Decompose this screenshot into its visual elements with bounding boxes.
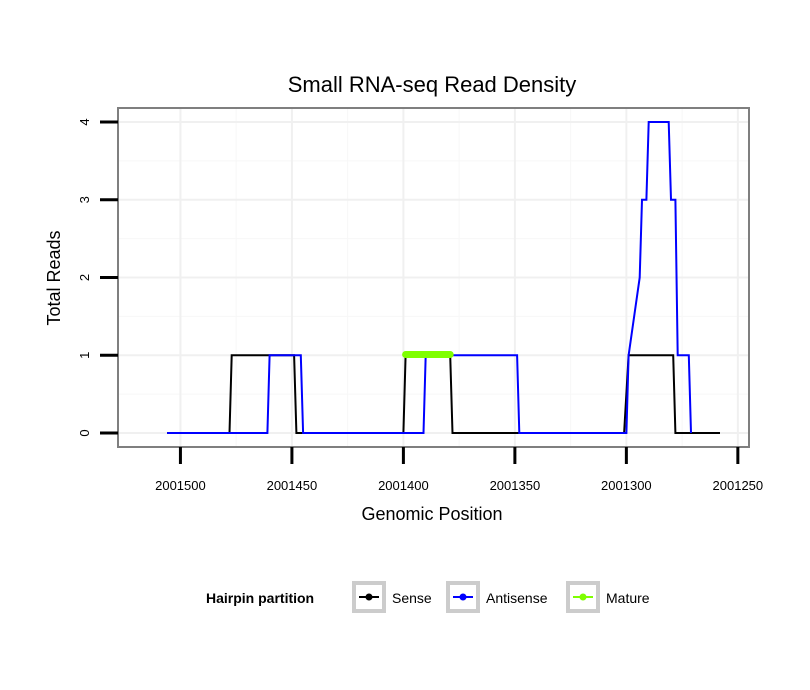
y-axis-title: Total Reads	[44, 230, 64, 325]
y-tick-label: 3	[77, 196, 92, 203]
y-tick-label: 4	[77, 118, 92, 125]
x-tick-label: 2001350	[490, 478, 541, 493]
series-line-antisense	[167, 121, 692, 434]
legend-key-dot	[579, 593, 587, 601]
legend: Hairpin partition Sense Antisense Mature	[206, 581, 650, 613]
y-tick-label: 2	[77, 274, 92, 281]
y-tick-label: 0	[77, 429, 92, 436]
x-tick-label: 2001500	[155, 478, 206, 493]
grid	[119, 109, 748, 446]
x-axis-title: Genomic Position	[361, 504, 502, 524]
legend-key-dot	[459, 593, 467, 601]
legend-item-mature: Mature	[566, 581, 650, 613]
legend-label: Antisense	[486, 590, 548, 606]
legend-title: Hairpin partition	[206, 590, 314, 606]
legend-item-antisense: Antisense	[446, 581, 548, 613]
x-tick-label: 2001450	[267, 478, 318, 493]
chart-title: Small RNA-seq Read Density	[288, 72, 577, 97]
x-tick-label: 2001400	[378, 478, 429, 493]
legend-item-sense: Sense	[352, 581, 432, 613]
legend-label: Sense	[392, 590, 432, 606]
legend-label: Mature	[606, 590, 650, 606]
y-tick-label: 1	[77, 352, 92, 359]
x-tick-label: 2001250	[713, 478, 764, 493]
x-tick-label: 2001300	[601, 478, 652, 493]
axes: 2001500 2001450 2001400 2001350 2001300 20012…	[77, 118, 763, 493]
series-layer	[167, 121, 720, 434]
legend-key-dot	[365, 593, 373, 601]
